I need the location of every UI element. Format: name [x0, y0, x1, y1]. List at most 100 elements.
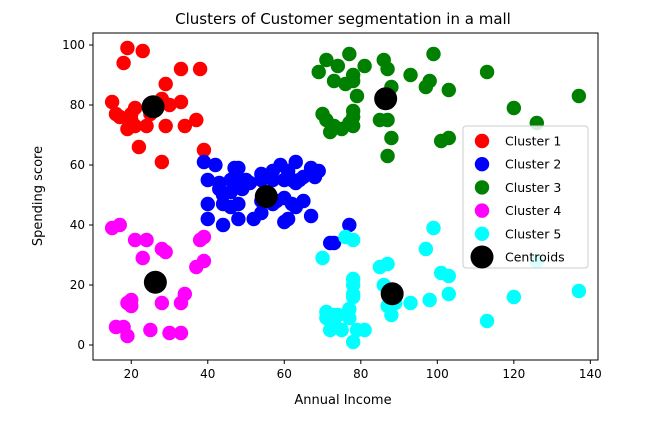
data-point — [242, 175, 258, 191]
data-point — [246, 211, 261, 227]
x-tick-label: 80 — [353, 367, 368, 381]
legend-label: Cluster 2 — [505, 157, 561, 172]
y-axis-label: Spending score — [31, 146, 46, 246]
data-point — [139, 232, 154, 248]
legend-label: Cluster 1 — [505, 134, 561, 149]
data-point — [127, 118, 143, 134]
data-point — [158, 118, 173, 134]
plot-frame — [92, 32, 599, 361]
data-point — [345, 103, 361, 119]
data-point — [315, 250, 330, 266]
data-point — [345, 73, 361, 89]
y-tick-label: 60 — [70, 158, 85, 172]
data-point — [380, 148, 395, 164]
data-point — [231, 196, 246, 212]
data-point — [196, 154, 212, 170]
data-point — [479, 64, 495, 80]
data-point — [231, 211, 246, 227]
data-point — [177, 118, 193, 134]
data-point — [418, 241, 434, 257]
data-point — [326, 235, 342, 251]
data-point — [441, 268, 456, 284]
data-point — [296, 193, 311, 209]
legend: Cluster 1 Cluster 2 Cluster 3 Cluster 4 Clus… — [462, 125, 589, 269]
data-point — [380, 61, 395, 77]
data-point — [173, 325, 189, 341]
data-point — [120, 328, 135, 344]
data-point — [426, 46, 441, 62]
data-point — [384, 307, 399, 323]
x-tick-label: 20 — [124, 367, 139, 381]
data-point — [158, 244, 173, 260]
data-point — [196, 253, 212, 269]
data-point — [479, 313, 495, 329]
legend-label: Cluster 5 — [505, 226, 561, 241]
data-point — [162, 325, 177, 341]
data-point — [571, 283, 587, 299]
data-point — [154, 154, 170, 170]
data-point — [326, 73, 342, 89]
data-point — [162, 97, 177, 113]
data-point — [215, 217, 231, 233]
legend-label: Centroids — [505, 250, 565, 265]
data-point — [196, 229, 212, 245]
data-point — [139, 118, 154, 134]
data-point — [403, 295, 418, 311]
data-point — [127, 232, 143, 248]
data-point — [189, 112, 204, 128]
data-point — [177, 286, 193, 302]
legend-marker — [474, 226, 490, 241]
data-point — [127, 100, 143, 116]
x-tick-label: 120 — [502, 367, 525, 381]
data-point — [200, 172, 215, 188]
legend-marker — [474, 180, 490, 195]
data-point — [403, 67, 418, 83]
data-point — [342, 46, 357, 62]
data-point — [154, 295, 170, 311]
data-point — [131, 139, 147, 155]
data-point — [143, 322, 158, 338]
plot-points — [104, 40, 587, 350]
legend-marker — [474, 157, 490, 172]
y-tick-label: 80 — [70, 98, 85, 112]
data-point — [200, 196, 215, 212]
data-point — [124, 298, 139, 314]
data-point — [104, 94, 120, 110]
data-point — [380, 256, 395, 272]
y-tick-label: 0 — [77, 338, 85, 352]
data-point — [192, 61, 208, 77]
data-point — [311, 163, 326, 179]
data-point — [345, 289, 361, 305]
data-point — [288, 154, 303, 170]
data-point — [173, 61, 189, 77]
data-point — [571, 88, 587, 104]
legend-marker — [474, 133, 490, 149]
chart-title: Clusters of Customer segmentation in a m… — [175, 10, 511, 28]
data-point — [303, 208, 319, 224]
x-axis: 20 40 60 80 100 120 140 — [124, 360, 602, 381]
data-point — [426, 220, 441, 236]
data-point — [345, 277, 361, 293]
data-point — [223, 184, 238, 200]
data-point — [342, 217, 357, 233]
data-point — [112, 217, 127, 233]
y-axis: 0 20 40 60 80 100 — [62, 38, 93, 352]
centroid-point — [374, 87, 398, 111]
data-point — [384, 130, 399, 146]
data-point — [173, 94, 189, 110]
data-point — [441, 286, 456, 302]
centroid-point — [380, 282, 404, 306]
x-tick-label: 100 — [426, 367, 449, 381]
data-point — [357, 58, 372, 74]
x-tick-label: 60 — [277, 367, 292, 381]
data-point — [345, 232, 361, 248]
y-tick-label: 40 — [70, 218, 85, 232]
data-point — [200, 211, 215, 227]
data-point — [196, 142, 212, 158]
data-point — [345, 334, 361, 350]
data-point — [422, 73, 437, 89]
data-point — [208, 157, 223, 173]
data-point — [349, 88, 365, 104]
data-point — [265, 172, 281, 188]
